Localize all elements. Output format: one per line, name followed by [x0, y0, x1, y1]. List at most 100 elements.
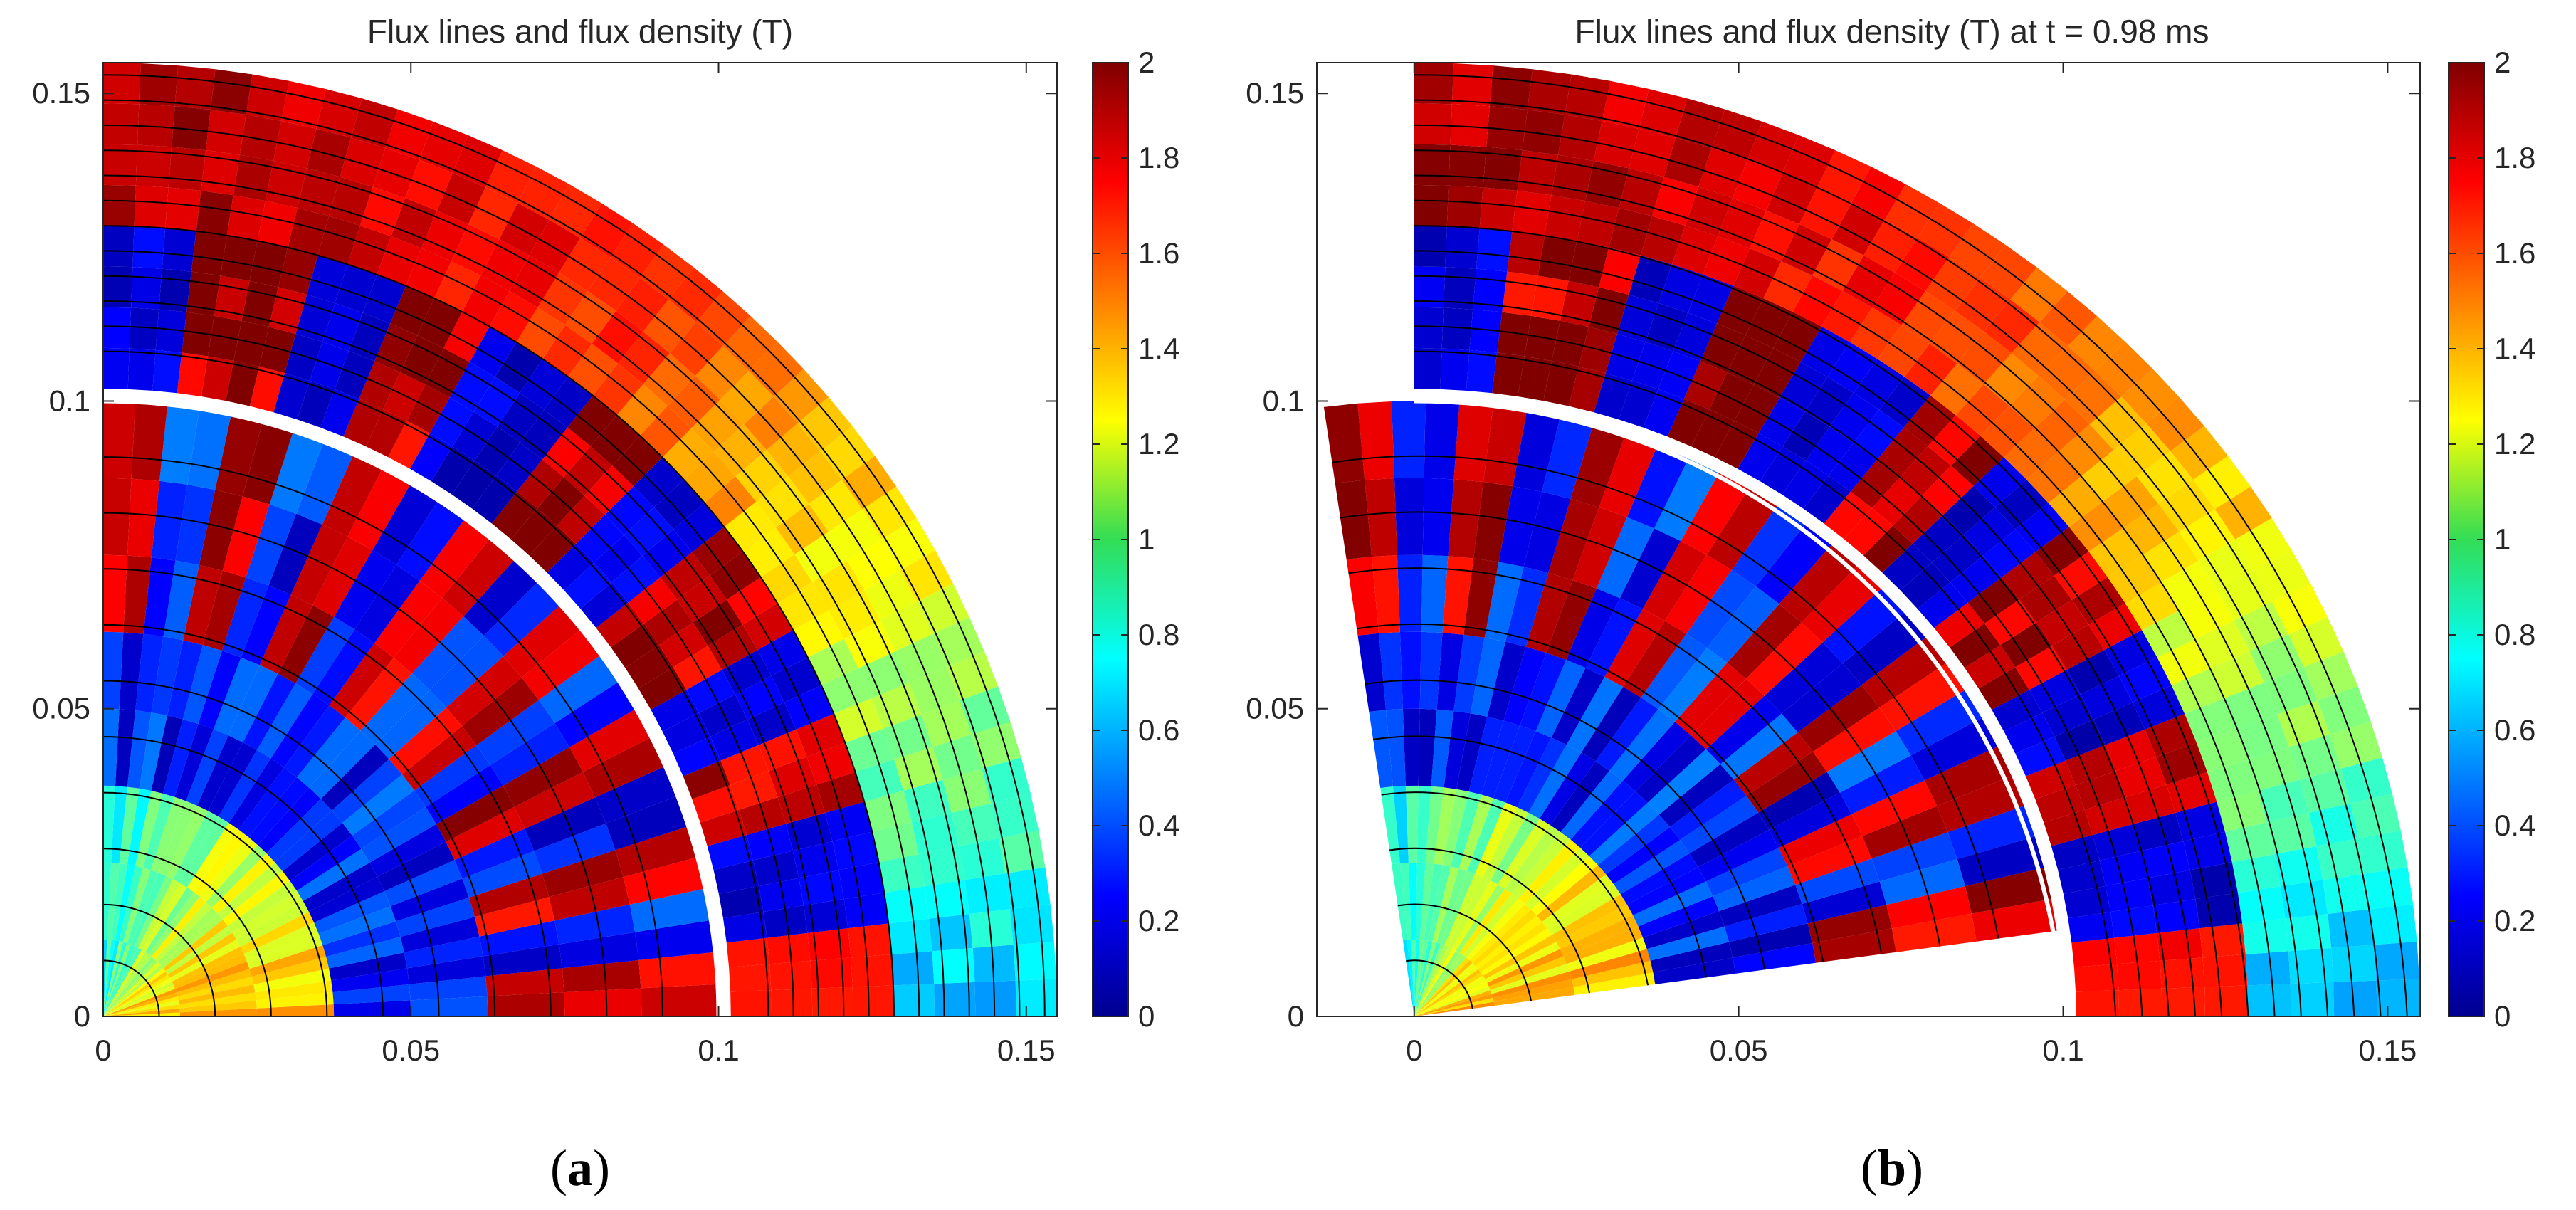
- stator-mesh-cell: [2039, 291, 2098, 347]
- stator-mesh-cell: [846, 539, 900, 591]
- stator-mesh-cell: [2147, 870, 2196, 906]
- stator-mesh-cell: [1760, 446, 1807, 495]
- caption-b: (b): [1861, 1140, 1923, 1196]
- stator-mesh-cell: [2134, 813, 2184, 851]
- rotor-mesh-cell: [1487, 949, 1564, 987]
- stator-mesh-cell: [489, 290, 538, 342]
- stator-mesh-cell: [2073, 964, 2119, 992]
- stator-mesh-cell: [845, 728, 895, 772]
- colorbar-tick-label: 0.2: [2494, 904, 2535, 937]
- stator-mesh-cell: [628, 577, 678, 624]
- rotor-mesh-cell: [1419, 863, 1434, 940]
- stator-mesh-cell: [720, 370, 774, 425]
- stator-mesh-cell: [1524, 315, 1560, 361]
- axis-ticks-a: 00 0.05 0.05 0.1 0.1 0.15 0.15: [32, 63, 1057, 1067]
- stator-mesh-cell: [452, 411, 498, 461]
- rotor-mesh-cell: [1414, 1001, 1495, 1016]
- rotor-mesh-cell: [1444, 710, 1471, 789]
- rotor-mesh-cell: [103, 1004, 180, 1016]
- stator-mesh-cell: [2068, 501, 2124, 552]
- stator-mesh-cell: [2160, 957, 2205, 989]
- rotor-mesh-cell: [1807, 905, 1893, 943]
- stator-mesh-cell: [1949, 223, 2006, 278]
- rotor-mesh-cell: [103, 942, 127, 1016]
- rotor-mesh-cell: [1613, 840, 1690, 895]
- rotor-mesh-cell: [296, 848, 370, 901]
- stator-mesh-cell: [756, 476, 809, 528]
- stator-mesh-cell: [1527, 69, 1572, 115]
- rotor-mesh-cell: [103, 996, 179, 1016]
- stator-mesh-cell: [1445, 226, 1480, 269]
- stator-mesh-cell: [165, 187, 201, 231]
- stator-mesh-cell: [2115, 757, 2167, 798]
- rotor-mesh-cell: [454, 828, 535, 879]
- rotor-mesh-cell: [303, 862, 378, 912]
- stator-mesh-cell: [773, 369, 829, 424]
- colorbar-tick-label: 1.4: [2494, 332, 2535, 365]
- stator-mesh-cell: [793, 610, 844, 658]
- stator-mesh-cell: [2058, 860, 2106, 894]
- stator-mesh-cell: [2084, 797, 2135, 836]
- rotor-mesh-cell: [1414, 948, 1456, 1016]
- rotor-mesh-cell: [429, 636, 504, 708]
- rotor-mesh-cell: [1879, 663, 1965, 732]
- stator-mesh-cell: [1913, 515, 1964, 563]
- rotor-mesh-cell: [1604, 609, 1665, 687]
- stator-mesh-cell: [776, 503, 829, 554]
- flux-line: [1414, 250, 2223, 1017]
- rotor-mesh-cell: [479, 920, 559, 957]
- stator-mesh-cell: [2075, 771, 2126, 810]
- rotor-mesh-cell: [462, 851, 542, 898]
- rotor-mesh-cell: [1481, 928, 1552, 976]
- stator-mesh-cell: [406, 248, 452, 299]
- rotor-mesh-cell: [1346, 557, 1379, 636]
- rotor-mesh-cell: [111, 786, 127, 864]
- stator-mesh-cell: [1901, 291, 1955, 344]
- stator-mesh-cell: [2288, 616, 2344, 668]
- flux-line: [102, 149, 970, 1017]
- stator-mesh-cell: [1616, 294, 1659, 342]
- stator-mesh-cell: [2258, 779, 2309, 823]
- stator-mesh-cell: [759, 878, 804, 912]
- stator-mesh-cell: [799, 870, 844, 906]
- flux-line: [102, 275, 845, 1017]
- stator-mesh-cell: [2141, 610, 2196, 658]
- rotor-mesh-cell: [1556, 904, 1634, 949]
- stator-mesh-cell: [103, 63, 141, 105]
- stator-mesh-cell: [565, 291, 616, 344]
- stator-mesh-cell: [843, 893, 889, 929]
- rotor-mesh-cell: [242, 421, 294, 505]
- rotor-mesh-cell: [1428, 865, 1451, 942]
- stator-mesh-cell: [2012, 322, 2068, 377]
- stator-mesh-cell: [429, 397, 474, 447]
- rotor-mesh-cell: [1633, 881, 1713, 927]
- stator-mesh-cell: [2029, 670, 2081, 713]
- stator-mesh-cell: [1734, 384, 1780, 433]
- stator-mesh-cell: [1980, 406, 2034, 458]
- stator-mesh-cell: [2125, 784, 2176, 824]
- stator-mesh-cell: [1812, 239, 1864, 291]
- rotor-mesh-cell: [256, 1004, 335, 1016]
- stator-mesh-cell: [2034, 399, 2090, 453]
- rotor-mesh-cell: [1456, 713, 1488, 792]
- stator-mesh-cell: [520, 409, 568, 460]
- stator-mesh-cell: [233, 154, 274, 201]
- stator-mesh-cell: [1965, 645, 2016, 689]
- rotor-mesh-cell: [1436, 632, 1464, 711]
- stator-mesh-cell: [806, 742, 856, 785]
- stator-mesh-cell: [704, 476, 757, 527]
- stator-mesh-cell: [1517, 150, 1558, 196]
- stator-mesh-cell: [590, 415, 641, 466]
- rotor-mesh-cell: [1357, 633, 1387, 712]
- rotor-mesh-cell: [1453, 634, 1485, 714]
- stator-mesh-cell: [864, 570, 917, 621]
- rotor-mesh-cell: [1372, 555, 1400, 633]
- stator-mesh-cell: [1440, 348, 1470, 391]
- stator-mesh-cell: [964, 873, 1010, 914]
- stator-mesh-cell: [1466, 349, 1498, 394]
- rotor-mesh-cell: [369, 824, 446, 877]
- stator-mesh-cell: [359, 361, 401, 410]
- stator-mesh-cell: [1602, 80, 1649, 129]
- rotor-mesh-cell: [1488, 956, 1567, 991]
